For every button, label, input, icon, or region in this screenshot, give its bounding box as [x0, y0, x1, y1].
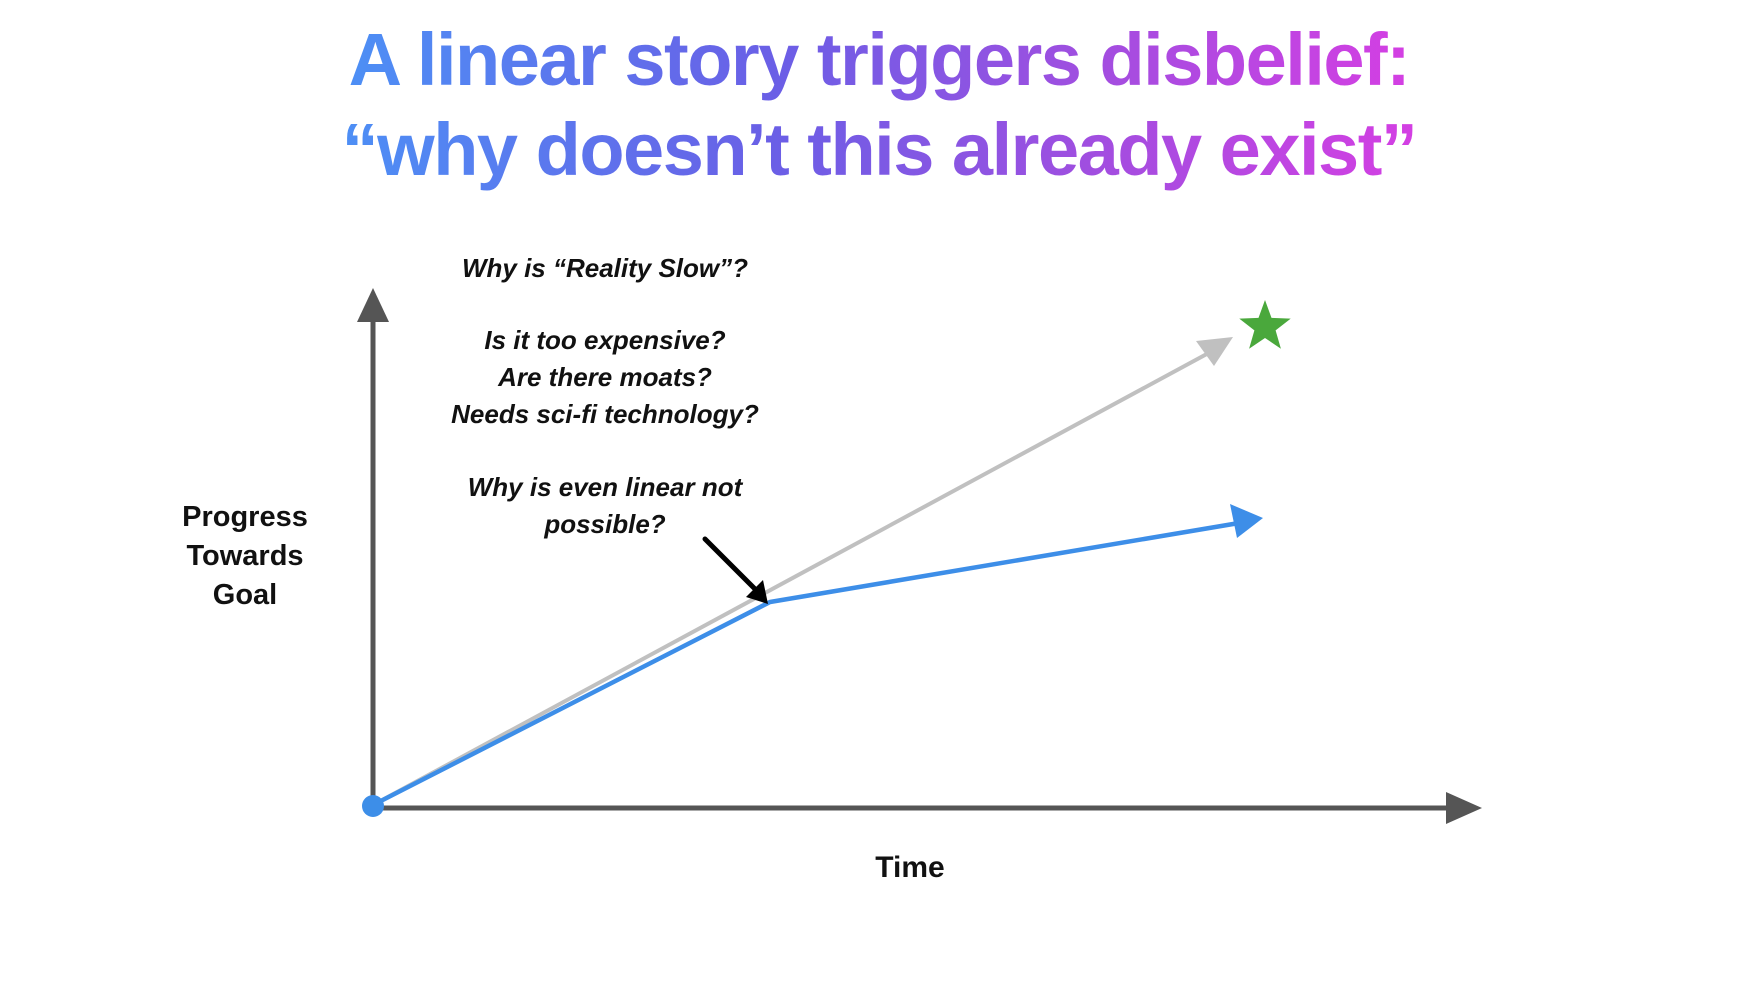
x-axis-label: Time	[875, 851, 945, 884]
y-axis-label-line-2: Towards	[186, 540, 304, 572]
title-line-1: A linear story triggers disbelief:	[0, 15, 1758, 105]
actual-line-arrowhead	[1230, 504, 1263, 538]
y-axis-arrowhead	[357, 288, 389, 322]
expected-line-arrowhead	[1196, 337, 1233, 366]
pointer-arrowhead	[746, 580, 768, 604]
y-axis-label-line-3: Goal	[212, 579, 278, 611]
question-expensive: Is it too expensive?	[484, 325, 726, 355]
y-axis-label-line-1: Progress	[182, 501, 308, 533]
question-linear-line-2: possible?	[544, 509, 666, 539]
question-reality-slow: Why is “Reality Slow”?	[461, 253, 749, 283]
title-line-1-text: A linear story triggers disbelief:	[348, 18, 1411, 101]
star-icon	[1239, 300, 1291, 349]
question-linear-line-1: Why is even linear not	[467, 472, 743, 502]
y-axis-label: Progress Towards Goal	[145, 498, 345, 615]
origin-dot	[362, 795, 384, 817]
question-sci-fi: Needs sci-fi technology?	[451, 399, 759, 429]
title-line-2-text: “why doesn’t this already exist”	[341, 108, 1418, 191]
x-axis-arrowhead	[1446, 792, 1482, 824]
actual-progress-line	[370, 519, 1248, 808]
arrow-icon	[702, 536, 759, 593]
expected-linear-line	[371, 347, 1218, 807]
question-moats: Are there moats?	[498, 362, 712, 392]
title-line-2: “why doesn’t this already exist”	[0, 105, 1758, 195]
